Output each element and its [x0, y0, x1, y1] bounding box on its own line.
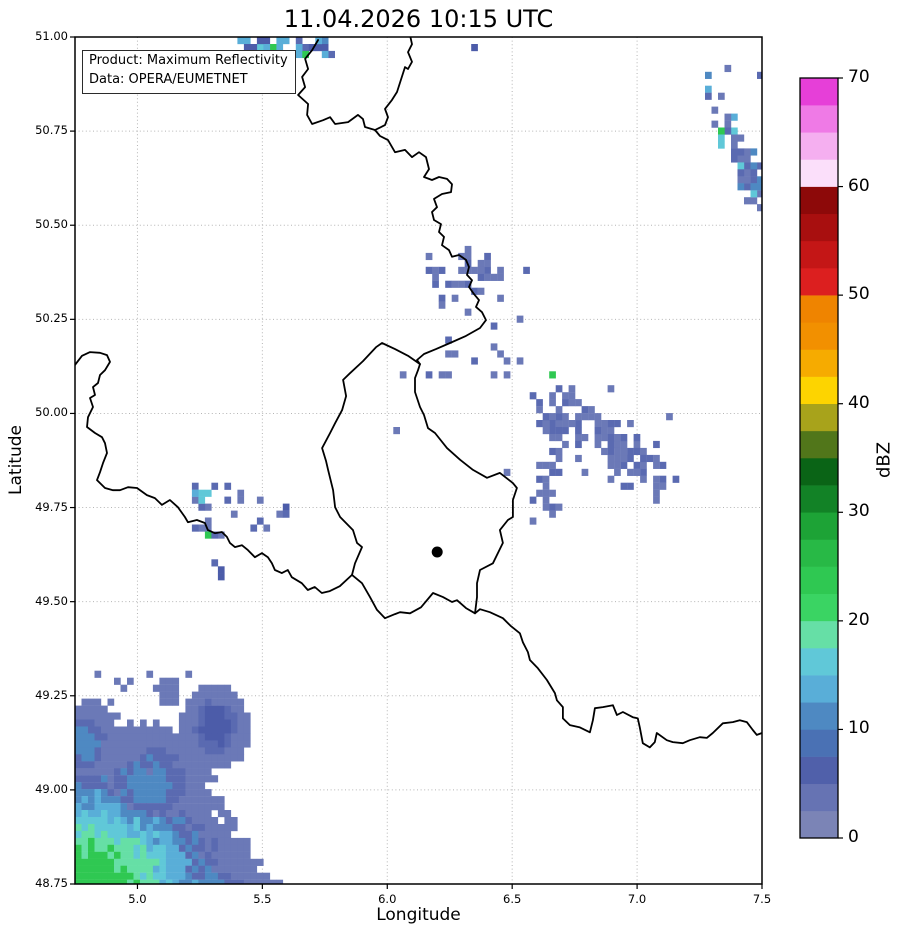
- info-product-line: Product: Maximum Reflectivity: [89, 53, 288, 68]
- info-box: Product: Maximum Reflectivity Data: OPER…: [82, 50, 296, 94]
- colorbar-tick-label: 60: [848, 175, 870, 196]
- x-tick-label: 5.0: [128, 892, 147, 906]
- plot-title: 11.04.2026 10:15 UTC: [283, 5, 554, 33]
- y-tick-label: 49.50: [35, 593, 68, 608]
- colorbar-tick-label: 40: [848, 392, 870, 413]
- colorbar-tick-label: 20: [848, 609, 870, 630]
- plot-frame: [74, 36, 763, 885]
- y-tick-label: 48.75: [35, 876, 68, 890]
- fr-de-border: [474, 608, 762, 749]
- y-tick-label: 49.75: [35, 499, 68, 514]
- nl-be-de-border: [297, 37, 413, 131]
- colorbar-tick-label: 10: [848, 718, 870, 739]
- x-tick-label: 7.5: [752, 892, 772, 906]
- y-tick-label: 50.75: [35, 123, 68, 138]
- y-tick-label: 49.25: [35, 687, 68, 702]
- y-tick-label: 50.00: [35, 405, 68, 420]
- colorbar: [799, 77, 843, 839]
- y-tick-label: 50.25: [35, 311, 68, 326]
- colorbar-tick-label: 0: [848, 827, 859, 847]
- x-tick-label: 6.5: [503, 892, 522, 906]
- be-de-border: [374, 129, 487, 365]
- colorbar-tick-label: 70: [848, 67, 870, 87]
- y-axis-label: Latitude: [6, 425, 26, 495]
- colorbar-label: dBZ: [873, 441, 895, 479]
- luxembourg-outline: [321, 342, 518, 620]
- colorbar-tick-label: 30: [848, 501, 870, 522]
- x-tick-label: 6.0: [378, 892, 397, 906]
- colorbar-tick-label: 50: [848, 284, 870, 305]
- x-tick-label: 5.5: [253, 892, 272, 906]
- info-source-line: Data: OPERA/EUMETNET: [89, 71, 248, 87]
- x-tick-label: 7.0: [627, 892, 647, 906]
- y-tick-label: 49.00: [35, 781, 68, 796]
- y-tick-label: 51.00: [35, 29, 68, 43]
- radar-site-marker: [431, 546, 443, 558]
- x-axis-label: Longitude: [376, 905, 461, 925]
- fr-be-border: [75, 351, 353, 594]
- y-tick-label: 50.50: [35, 217, 68, 232]
